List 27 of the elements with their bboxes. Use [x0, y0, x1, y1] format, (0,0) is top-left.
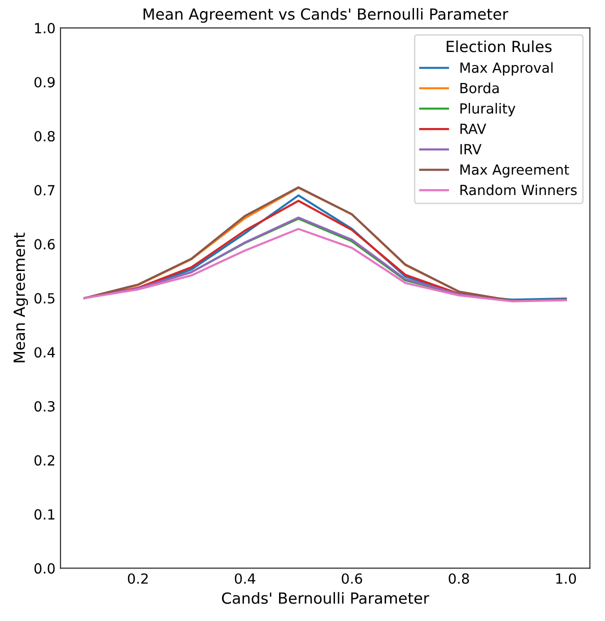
y-tick-label: 0.2: [34, 455, 54, 466]
legend-title: Election Rules: [446, 40, 552, 52]
y-tick-label: 0.1: [34, 509, 54, 520]
legend-label: Borda: [460, 82, 499, 94]
legend-label: RAV: [460, 124, 486, 134]
y-tick-label: 1.0: [35, 22, 55, 34]
chart-title: Mean Agreement vs Cands' Bernoulli Parameter: [144, 8, 508, 23]
x-tick-label: 0.8: [448, 573, 469, 584]
y-tick-label: 0.5: [34, 293, 54, 304]
y-tick-label: 0.8: [34, 130, 55, 142]
y-tick-label: 0.4: [34, 347, 55, 358]
y-tick-label: 0.0: [34, 563, 55, 574]
x-axis-title: Cands' Bernoulli Parameter: [222, 592, 430, 604]
legend-label: IRV: [460, 144, 482, 154]
legend-label: Max Agreement: [460, 164, 570, 178]
y-tick-label: 0.7: [34, 184, 54, 196]
y-tick-label: 0.3: [34, 401, 55, 412]
y-tick-label: 0.9: [34, 76, 55, 88]
legend-label: Random Winners: [460, 184, 577, 196]
y-axis-title: Mean Agreement: [14, 232, 28, 362]
x-tick-label: 0.6: [342, 573, 362, 584]
x-tick-label: 0.2: [128, 573, 148, 584]
y-tick-label: 0.6: [34, 239, 55, 250]
legend-label: Max Approval: [460, 62, 553, 76]
legend-label: Plurality: [460, 102, 516, 116]
x-tick-label: 1.0: [556, 573, 576, 584]
x-tick-label: 0.4: [234, 573, 256, 584]
